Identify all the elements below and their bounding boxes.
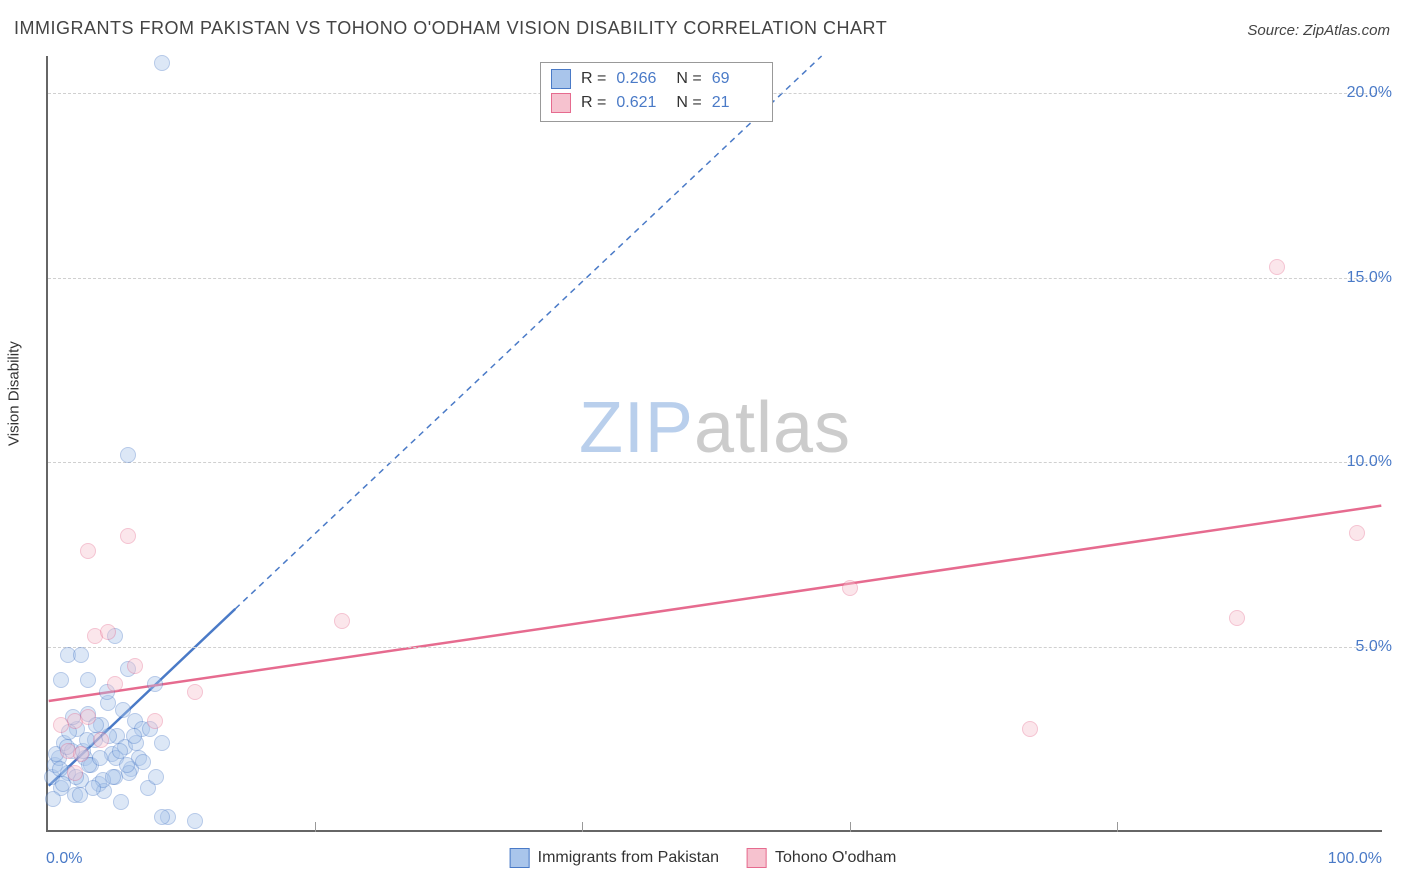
y-tick-label: 10.0%	[1347, 453, 1392, 471]
x-tick-min: 0.0%	[46, 850, 82, 868]
data-point	[85, 780, 101, 796]
legend-swatch	[747, 848, 767, 868]
gridline-h	[48, 647, 1382, 648]
data-point	[107, 676, 123, 692]
source-attribution: Source: ZipAtlas.com	[1247, 22, 1390, 39]
legend-swatch	[551, 69, 571, 89]
data-point	[79, 732, 95, 748]
series-name: Immigrants from Pakistan	[538, 849, 719, 867]
source-label: Source:	[1247, 22, 1303, 39]
data-point	[93, 732, 109, 748]
data-point	[154, 809, 170, 825]
plot-area: ZIPatlas	[46, 56, 1382, 832]
r-label: R =	[581, 70, 606, 88]
x-minor-tick	[582, 822, 583, 832]
gridline-h	[48, 462, 1382, 463]
data-point	[120, 447, 136, 463]
data-point	[1269, 259, 1285, 275]
data-point	[119, 757, 135, 773]
series-legend-item: Tohono O'odham	[747, 848, 896, 868]
data-point	[135, 754, 151, 770]
data-point	[126, 728, 142, 744]
n-label: N =	[676, 94, 701, 112]
stats-legend-row: R = 0.266 N = 69	[551, 67, 762, 91]
data-point	[120, 528, 136, 544]
gridline-h	[48, 278, 1382, 279]
data-point	[73, 746, 89, 762]
data-point	[112, 743, 128, 759]
data-point	[154, 735, 170, 751]
data-point	[105, 769, 121, 785]
data-point	[1022, 721, 1038, 737]
y-tick-label: 5.0%	[1356, 638, 1392, 656]
data-point	[45, 791, 61, 807]
data-point	[1349, 525, 1365, 541]
data-point	[127, 658, 143, 674]
data-point	[73, 647, 89, 663]
data-point	[147, 676, 163, 692]
data-point	[100, 624, 116, 640]
n-value: 69	[712, 70, 762, 88]
data-point	[92, 750, 108, 766]
y-tick-label: 20.0%	[1347, 84, 1392, 102]
x-minor-tick	[850, 822, 851, 832]
chart-title: IMMIGRANTS FROM PAKISTAN VS TOHONO O'ODH…	[14, 18, 887, 39]
data-point	[187, 813, 203, 829]
data-point	[154, 55, 170, 71]
r-value: 0.266	[616, 70, 666, 88]
series-legend-item: Immigrants from Pakistan	[510, 848, 719, 868]
x-tick-max: 100.0%	[1328, 850, 1382, 868]
r-label: R =	[581, 94, 606, 112]
data-point	[148, 769, 164, 785]
series-legend: Immigrants from Pakistan Tohono O'odham	[510, 848, 897, 868]
legend-swatch	[551, 93, 571, 113]
stats-legend: R = 0.266 N = 69 R = 0.621 N = 21	[540, 62, 773, 122]
data-point	[80, 709, 96, 725]
y-tick-label: 15.0%	[1347, 269, 1392, 287]
data-point	[147, 713, 163, 729]
x-minor-tick	[315, 822, 316, 832]
stats-legend-row: R = 0.621 N = 21	[551, 91, 762, 115]
data-point	[53, 672, 69, 688]
data-point	[113, 794, 129, 810]
regression-lines-svg	[48, 56, 1382, 830]
data-point	[187, 684, 203, 700]
data-point	[842, 580, 858, 596]
data-point	[1229, 610, 1245, 626]
r-value: 0.621	[616, 94, 666, 112]
data-point	[115, 702, 131, 718]
x-minor-tick	[1117, 822, 1118, 832]
data-point	[334, 613, 350, 629]
n-value: 21	[712, 94, 762, 112]
source-value: ZipAtlas.com	[1303, 22, 1390, 39]
data-point	[53, 717, 69, 733]
regression-line	[49, 506, 1382, 701]
regression-line-extended	[235, 56, 821, 609]
data-point	[80, 543, 96, 559]
data-point	[52, 761, 68, 777]
legend-swatch	[510, 848, 530, 868]
data-point	[67, 765, 83, 781]
series-name: Tohono O'odham	[775, 849, 896, 867]
n-label: N =	[676, 70, 701, 88]
data-point	[80, 672, 96, 688]
y-axis-label: Vision Disability	[6, 341, 23, 446]
